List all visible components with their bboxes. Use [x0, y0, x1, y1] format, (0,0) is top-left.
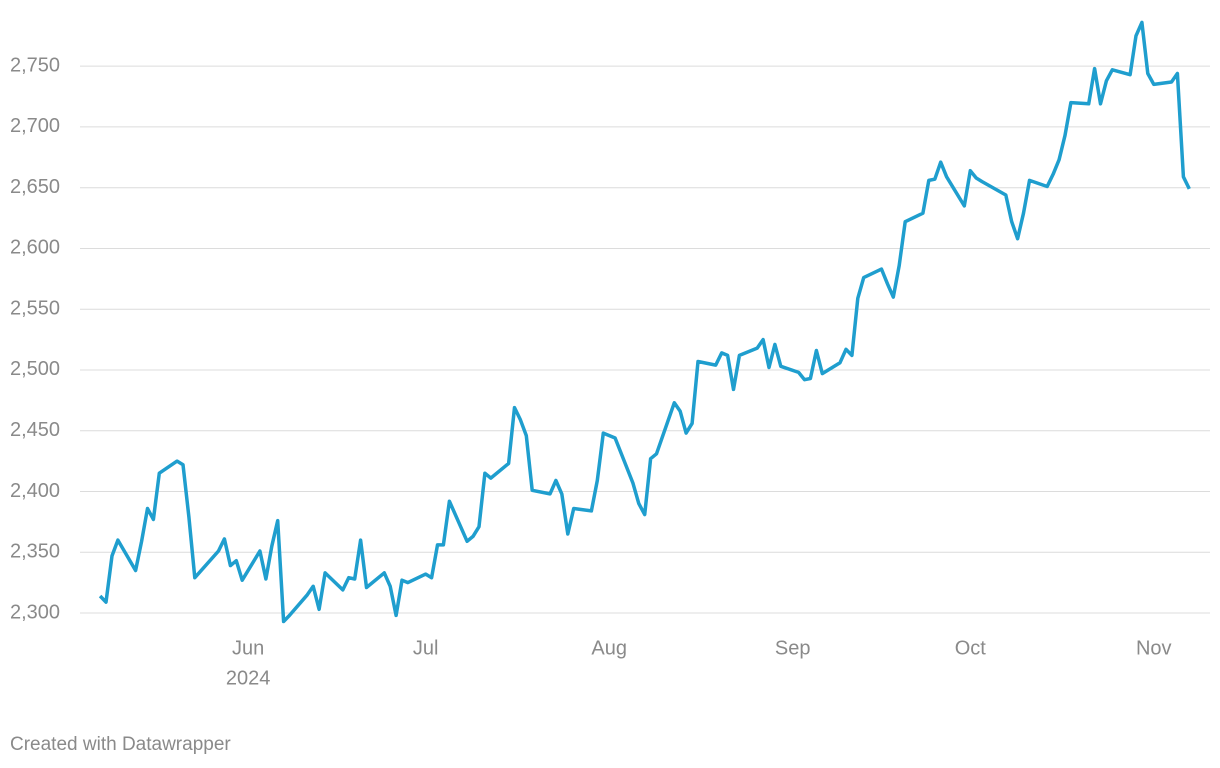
y-tick-label: 2,600	[10, 237, 60, 259]
x-tick-label: Jul	[413, 637, 439, 659]
data-line	[98, 20, 1191, 624]
x-year-label: 2024	[226, 667, 271, 689]
y-tick-label: 2,400	[10, 480, 60, 502]
y-tick-label: 2,550	[10, 297, 60, 319]
x-tick-label: Sep	[775, 637, 811, 659]
y-tick-label: 2,500	[10, 358, 60, 380]
x-tick-label: Aug	[591, 637, 627, 659]
footer: Created with Datawrapper	[10, 734, 231, 755]
y-tick-label: 2,350	[10, 541, 60, 563]
y-tick-label: 2,300	[10, 601, 60, 623]
y-tick-label: 2,650	[10, 176, 60, 198]
y-tick-label: 2,450	[10, 419, 60, 441]
y-tick-label: 2,700	[10, 115, 60, 137]
x-tick-label: Nov	[1136, 637, 1172, 659]
x-tick-label: Jun	[232, 637, 264, 659]
x-tick-label: Oct	[955, 637, 987, 659]
y-tick-label: 2,750	[10, 54, 60, 76]
